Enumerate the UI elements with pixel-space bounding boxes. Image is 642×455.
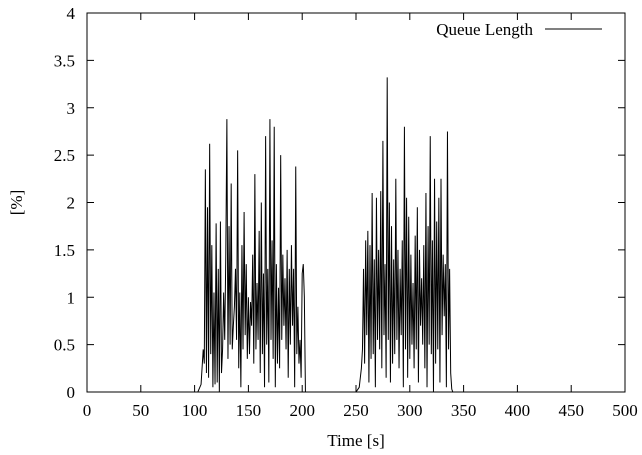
y-tick-label: 2.5	[54, 146, 75, 165]
series-line-queue-length	[87, 77, 625, 393]
y-axis-title: [%]	[7, 190, 26, 215]
x-axis-title: Time [s]	[327, 431, 384, 450]
x-axis-ticks: 0 50 100 150 200 250 300 350 400 450 500	[83, 13, 638, 420]
legend: Queue Length	[436, 20, 602, 39]
plot-frame	[86, 12, 626, 393]
y-tick-label: 1.5	[54, 241, 75, 260]
x-tick-label: 0	[83, 401, 92, 420]
y-tick-label: 3	[67, 99, 76, 118]
y-axis-ticks: 0 0.5 1 1.5 2 2.5 3 3.5 4	[54, 4, 625, 402]
legend-label-queue-length: Queue Length	[436, 20, 533, 39]
x-tick-label: 400	[505, 401, 531, 420]
y-tick-label: 0	[67, 383, 76, 402]
x-tick-label: 50	[132, 401, 149, 420]
x-tick-label: 350	[451, 401, 477, 420]
plot-border	[86, 12, 626, 393]
series-layer	[87, 77, 625, 393]
x-tick-label: 450	[558, 401, 584, 420]
x-tick-label: 100	[182, 401, 208, 420]
x-tick-label: 200	[289, 401, 315, 420]
x-tick-label: 150	[236, 401, 262, 420]
y-tick-label: 0.5	[54, 336, 75, 355]
y-tick-label: 3.5	[54, 51, 75, 70]
x-tick-label: 500	[612, 401, 638, 420]
y-tick-label: 1	[67, 288, 76, 307]
y-tick-label: 2	[67, 194, 76, 213]
x-tick-label: 300	[397, 401, 423, 420]
y-tick-label: 4	[67, 4, 76, 23]
x-tick-label: 250	[343, 401, 369, 420]
